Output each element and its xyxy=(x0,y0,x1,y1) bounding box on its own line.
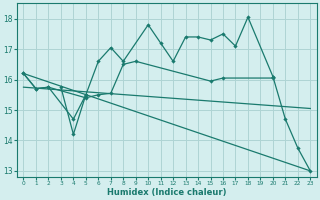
X-axis label: Humidex (Indice chaleur): Humidex (Indice chaleur) xyxy=(107,188,227,197)
